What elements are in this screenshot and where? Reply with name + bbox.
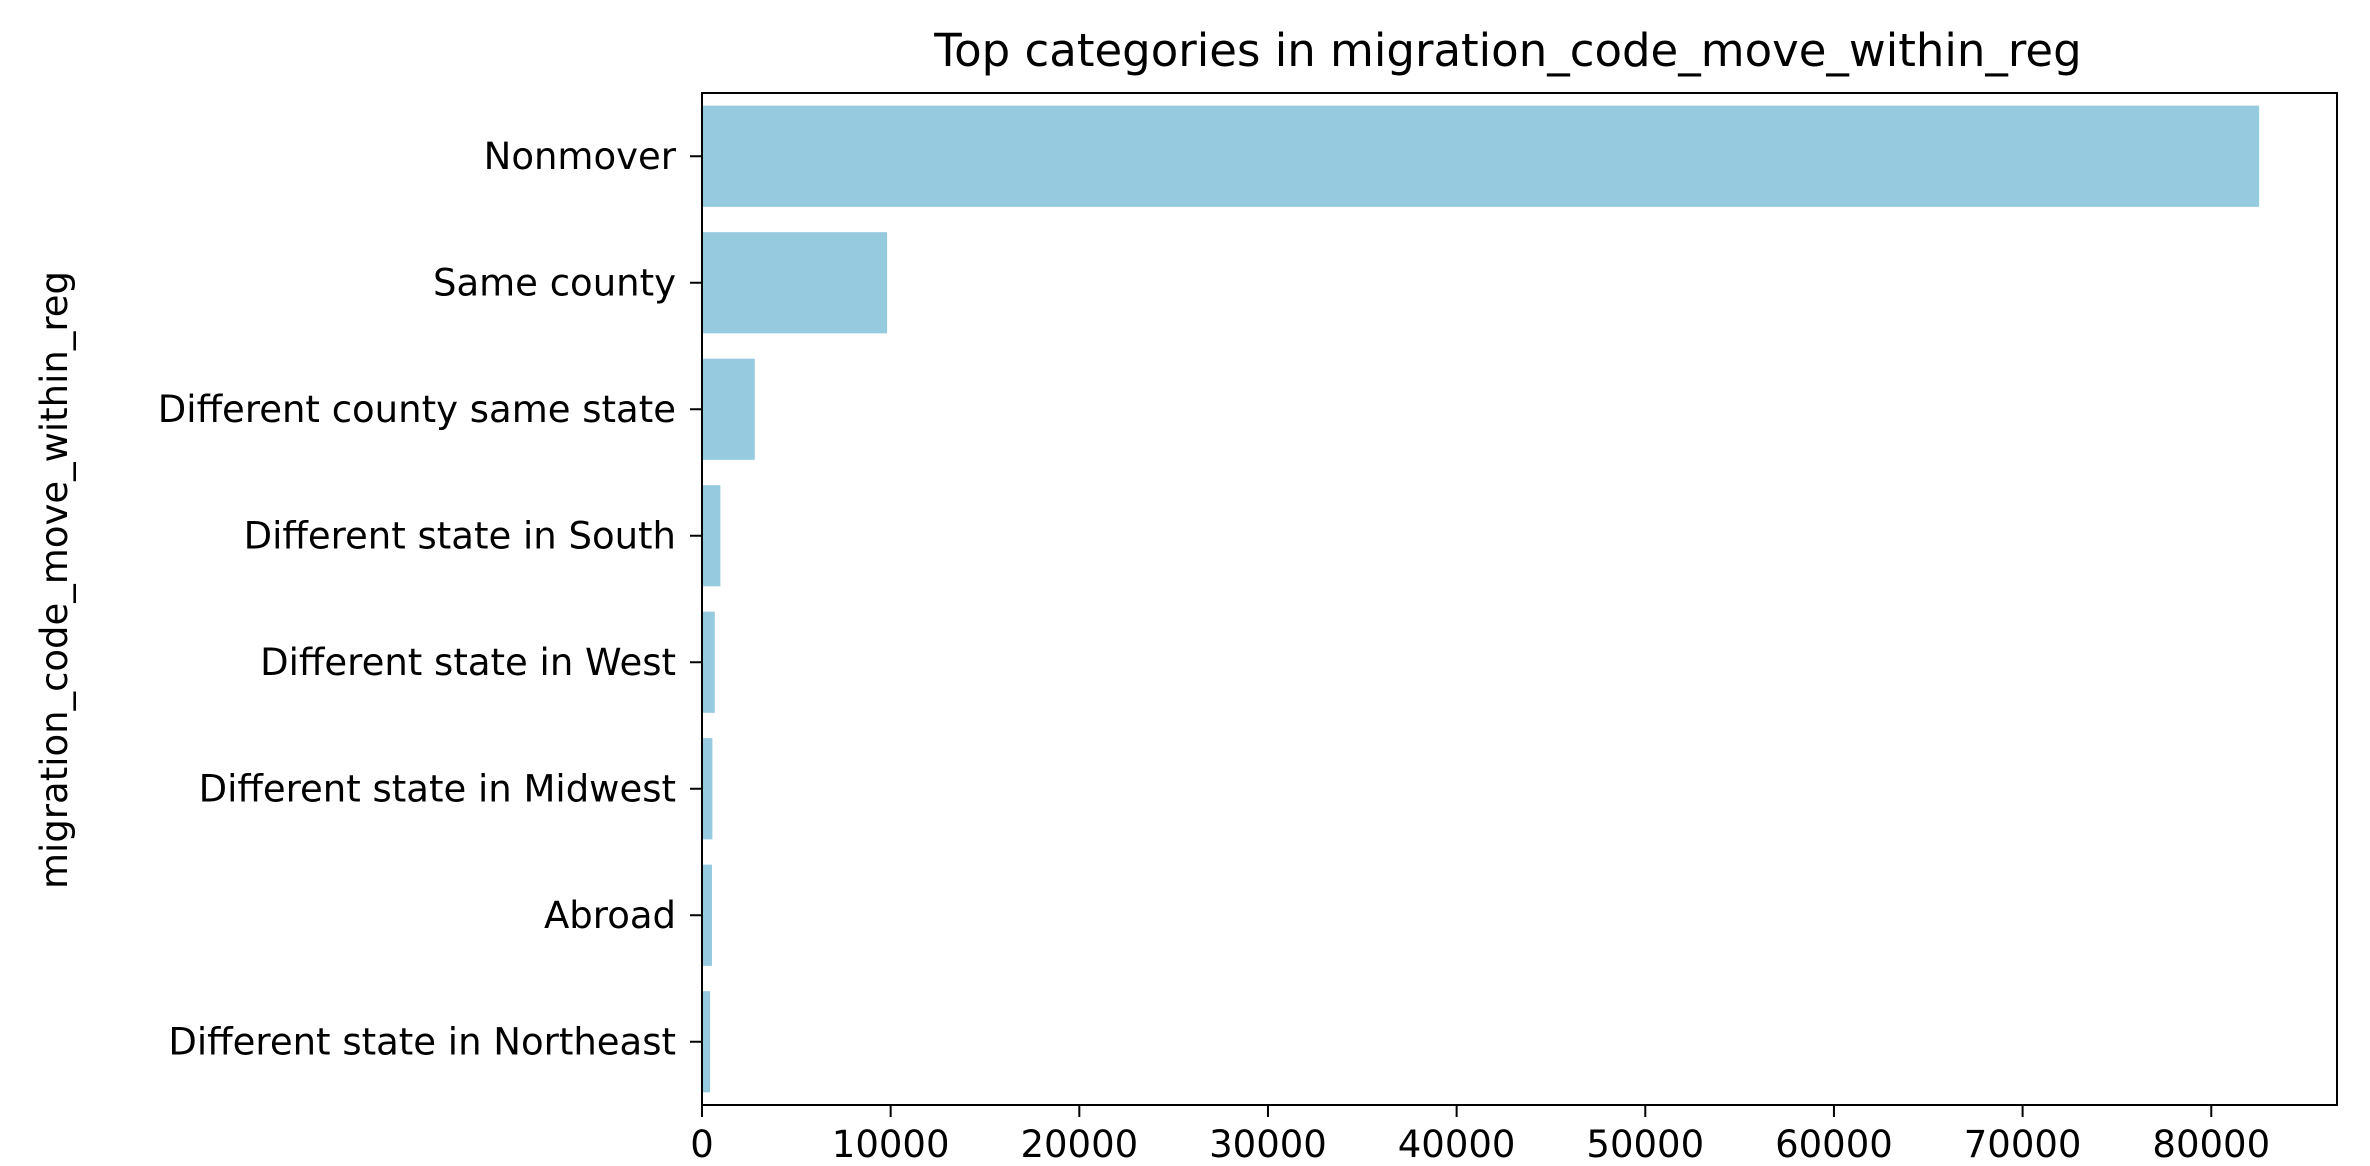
bar — [702, 358, 755, 460]
bar — [702, 611, 715, 713]
x-tick-label: 50000 — [1586, 1123, 1704, 1166]
y-tick-label: Abroad — [544, 894, 676, 937]
y-tick-label: Same county — [433, 261, 676, 304]
x-tick-label: 60000 — [1775, 1123, 1893, 1166]
bars-group — [702, 105, 2260, 1093]
x-tick-label: 40000 — [1398, 1123, 1516, 1166]
x-ticks-group: 0 10000 20000 30000 40000 50000 60000 70000 8000… — [690, 1105, 2270, 1166]
y-axis-label: migration_code_move_within_reg — [33, 271, 76, 889]
y-tick-label: Different state in Midwest — [199, 767, 676, 810]
bar — [702, 738, 713, 840]
bar — [702, 232, 888, 334]
x-tick-label: 20000 — [1020, 1123, 1138, 1166]
y-tick-label: Different county same state — [158, 388, 676, 431]
x-tick-label: 10000 — [832, 1123, 950, 1166]
chart-title: Top categories in migration_code_move_wi… — [933, 24, 2081, 77]
bar — [702, 991, 711, 1093]
y-tick-label: Different state in West — [260, 641, 676, 684]
bar — [702, 864, 712, 966]
x-tick-label: 30000 — [1209, 1123, 1327, 1166]
y-tick-label: Different state in Northeast — [168, 1020, 676, 1063]
y-tick-label: Nonmover — [484, 135, 677, 178]
x-tick-label: 80000 — [2152, 1123, 2270, 1166]
y-tick-label: Different state in South — [244, 514, 676, 557]
bar — [702, 485, 721, 587]
bar — [702, 105, 2260, 207]
x-tick-label: 0 — [690, 1123, 714, 1166]
y-ticks-group: Nonmover Same county Different county same… — [158, 135, 702, 1063]
x-tick-label: 70000 — [1964, 1123, 2082, 1166]
plot-frame — [701, 92, 2338, 1106]
